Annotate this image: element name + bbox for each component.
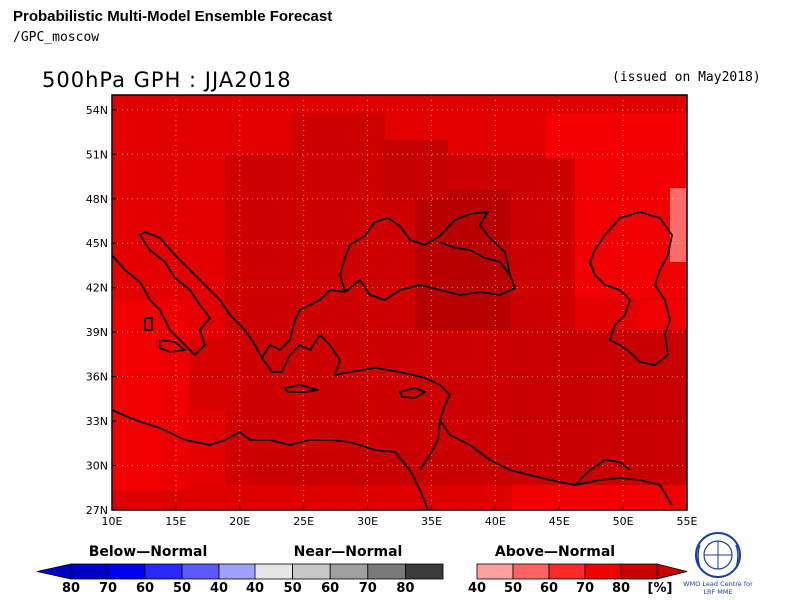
legend-swatch [218,563,257,580]
field-cell [415,190,511,330]
legend-tick: 60 [321,581,339,596]
field-cell [257,450,512,490]
legend-tick: 40 [468,581,486,596]
field-cell [512,485,687,510]
legend-tick: 40 [246,581,264,596]
legend-swatch [292,563,331,580]
lon-tick-label: 20E [229,515,250,528]
source-subtitle: /GPC_moscow [13,30,100,45]
legend-tick: 60 [540,581,558,596]
island-crete [284,384,319,393]
island-sicily [159,339,186,353]
lon-tick-label: 30E [357,515,378,528]
legend-near-title: Near—Normal [294,544,403,560]
map-frame [111,94,688,511]
lat-tick-label: 48N [86,193,108,206]
legend-near-bar: 40 50 60 70 80 [246,563,444,596]
longitude-axis: 10E 15E 20E 25E 30E 35E 40E 45E 50E 55E [102,505,698,528]
legend-below-bar: 80 70 60 50 40 [36,563,257,596]
legend-tick: 50 [284,581,302,596]
lat-tick-label: 30N [86,460,108,473]
coastline-italy [112,231,211,356]
island-sardinia [144,317,153,331]
coastline-gulf [574,459,631,486]
legend-tick: 80 [612,581,630,596]
field-cell [190,340,240,410]
coastlines [112,211,673,510]
lat-tick-label: 42N [86,282,108,295]
legend-swatch [181,563,220,580]
lon-tick-label: 45E [549,515,570,528]
field-cell [545,113,687,158]
coastline-arabia [439,419,673,506]
legend-swatch [548,563,586,580]
lat-tick-label: 27N [86,504,108,517]
legend-swatch [107,563,146,580]
legend: Below—Normal Near—Normal Above—Normal 80… [36,544,688,596]
legend-tick: 50 [504,581,522,596]
lon-tick-label: 15E [165,515,186,528]
latitude-axis: 27N 30N 33N 36N 39N 42N 45N 48N 51N 54N [86,104,117,517]
lat-tick-label: 51N [86,148,108,161]
field-cell [384,140,448,200]
legend-tick: 70 [359,581,377,596]
legend-tick: 80 [62,581,80,596]
legend-unit: [%] [648,581,673,596]
legend-tick: 70 [576,581,594,596]
legend-tick: 80 [396,581,414,596]
lat-tick-label: 39N [86,326,108,339]
coastline-balkans [144,231,516,359]
legend-arrow [36,563,72,580]
lat-tick-label: 54N [86,104,108,117]
legend-tick: 70 [99,581,117,596]
legend-arrow [656,563,688,580]
legend-above-title: Above—Normal [495,544,615,560]
legend-swatch [476,563,514,580]
lon-tick-label: 35E [421,515,442,528]
probability-field [112,95,687,510]
legend-swatch [512,563,550,580]
legend-tick: 40 [210,581,228,596]
legend-below-title: Below—Normal [89,544,208,560]
issued-date: (issued on May2018) [612,70,761,85]
lon-tick-label: 40E [485,515,506,528]
legend-swatch [70,563,109,580]
wmo-logo: WMO Lead Centre for LRF MME [683,532,753,596]
legend-swatch [404,563,444,580]
lon-tick-label: 50E [613,515,634,528]
field-cell [160,300,190,490]
field-cell [575,158,687,298]
lon-tick-label: 10E [102,515,123,528]
legend-swatch [254,563,293,580]
coastline-anatolia [261,334,451,471]
legend-above-bar: 40 50 60 70 80 [468,563,688,596]
lat-tick-label: 45N [86,237,108,250]
coastline-north-africa [112,409,429,510]
legend-swatch [584,563,622,580]
coastline-black-sea [339,211,511,293]
coastline-caspian [589,211,673,366]
map-title: 500hPa GPH : JJA2018 [42,68,292,92]
field-cell [640,300,687,330]
legend-swatch [367,563,406,580]
legend-tick: 60 [136,581,154,596]
logo-text-1: WMO Lead Centre for [683,580,753,588]
lon-tick-label: 25E [293,515,314,528]
legend-swatch [620,563,658,580]
field-cell [112,95,687,113]
field-cell [512,330,687,485]
field-cell [290,113,385,158]
island-cyprus [399,387,426,399]
lat-tick-label: 36N [86,371,108,384]
lon-tick-label: 55E [677,515,698,528]
legend-swatch [144,563,183,580]
legend-swatch [329,563,369,580]
legend-tick: 50 [173,581,191,596]
page-title: Probabilistic Multi-Model Ensemble Forec… [13,8,333,25]
lat-tick-label: 33N [86,415,108,428]
logo-text-2: LRF MME [703,588,732,596]
